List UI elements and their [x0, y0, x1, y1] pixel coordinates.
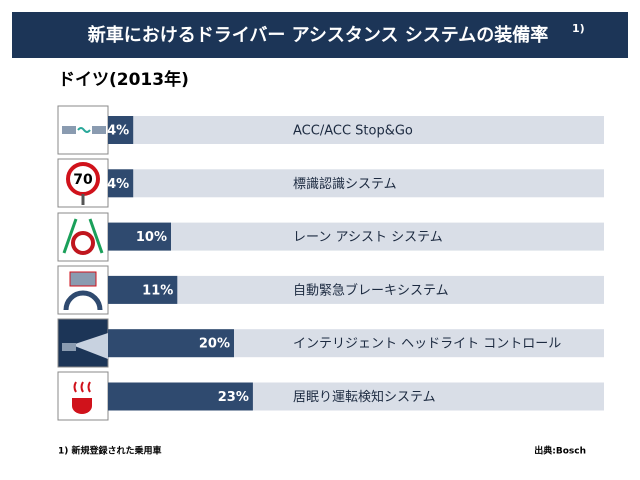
title-note: 1): [572, 22, 585, 35]
header-bar: [12, 12, 628, 58]
category-label: 標識認識システム: [293, 176, 397, 192]
icon-acc: [57, 105, 109, 155]
bar-track: [108, 275, 604, 304]
bar-track: [108, 169, 604, 198]
icons: 70: [57, 105, 109, 421]
source: 出典:Bosch: [534, 445, 586, 457]
bar-track: [108, 116, 604, 144]
icon-brake: [57, 265, 109, 315]
bar-track: [108, 222, 604, 251]
value-label: 23%: [218, 390, 249, 405]
bar: [108, 116, 134, 144]
bar: [108, 329, 234, 358]
category-label: 居眠り運転検知システム: [293, 389, 436, 405]
category-label: ACC/ACC Stop&Go: [293, 124, 413, 139]
value-label: 4%: [107, 177, 129, 192]
icon-lane: [57, 212, 109, 262]
bar: [108, 382, 253, 411]
category-label: 自動緊急ブレーキシステム: [293, 282, 449, 298]
value-label: 4%: [107, 124, 129, 139]
value-label: 11%: [142, 283, 173, 298]
value-label: 10%: [136, 230, 167, 245]
icon-drowsy: [57, 371, 109, 421]
subtitle: ドイツ(2013年): [58, 69, 189, 90]
icon-sign: 70: [57, 158, 109, 208]
bar: [108, 275, 178, 304]
bar: [108, 222, 171, 251]
category-label: インテリジェント ヘッドライト コントロール: [293, 337, 561, 352]
footnote: 1) 新規登録された乗用車: [58, 445, 162, 457]
icon-headlight: [57, 318, 109, 368]
chart-title: 新車におけるドライバー アシスタンス システムの装備率: [88, 24, 549, 46]
value-label: 20%: [199, 337, 230, 352]
sign-label: 70: [73, 172, 93, 188]
category-label: レーン アシスト システム: [293, 230, 443, 245]
bar: [108, 169, 134, 198]
